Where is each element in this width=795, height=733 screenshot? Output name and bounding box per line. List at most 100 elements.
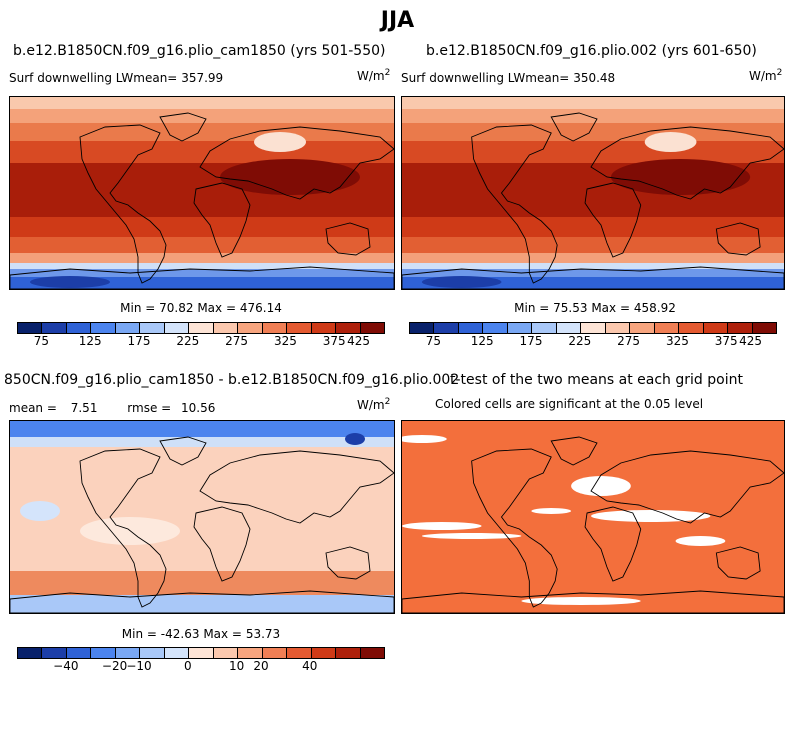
colorbar-tick-label: 225 — [568, 334, 592, 348]
map-plot — [402, 421, 784, 613]
map-coastline — [159, 112, 207, 142]
colorbar-swatch — [434, 323, 459, 333]
map-coastline — [325, 546, 371, 580]
colorbar-tick-label: −10 — [126, 659, 152, 673]
colorbar-tick-label: 0 — [183, 659, 192, 673]
map-band — [402, 237, 784, 253]
map-coastline — [471, 124, 558, 284]
map-band — [10, 109, 394, 123]
panel1-max-value: 476.14 — [239, 301, 282, 315]
panel3-mean-label: mean = — [9, 401, 57, 415]
map-band — [10, 141, 394, 163]
colorbar-tick-label: 325 — [273, 334, 297, 348]
colorbar-swatch — [66, 323, 92, 333]
map-band — [10, 263, 394, 269]
map-band — [402, 253, 784, 263]
panel3-units-exp: 2 — [384, 397, 391, 407]
map-coastline — [199, 126, 394, 200]
colorbar-tick-label: 125 — [470, 334, 494, 348]
colorbar-swatch — [311, 323, 337, 333]
map-warm-pool — [610, 159, 751, 195]
map-band — [402, 141, 784, 163]
map-insignificant-region — [675, 536, 726, 546]
map-band — [10, 421, 394, 437]
map-coastline — [590, 450, 784, 524]
map-band — [402, 109, 784, 123]
panel4-subtitle: Colored cells are significant at the 0.0… — [435, 397, 704, 411]
map-coastline — [10, 266, 394, 289]
colorbar-swatch — [311, 648, 337, 658]
panel1-units: W/m2 — [357, 68, 390, 83]
map-coastline — [584, 506, 642, 582]
colorbar-swatch — [213, 323, 239, 333]
colorbar-swatch — [287, 323, 312, 333]
map-band — [10, 217, 394, 237]
colorbar-swatch — [91, 648, 116, 658]
colorbar-swatch — [238, 648, 263, 658]
colorbar-swatch — [213, 648, 239, 658]
colorbar-tick-label: 425 — [739, 334, 763, 348]
map-plot — [10, 421, 394, 613]
map-coastline — [193, 506, 251, 582]
map-warm-pool — [220, 159, 360, 195]
colorbar-swatch — [532, 323, 557, 333]
colorbar-tick-label: 225 — [176, 334, 200, 348]
panel1-title: b.e12.B1850CN.f09_g16.plio_cam1850 (yrs … — [13, 43, 386, 59]
map-band — [10, 253, 394, 263]
colorbar-swatch — [164, 323, 190, 333]
colorbar-swatch — [483, 323, 508, 333]
panel2-units: W/m2 — [749, 68, 782, 83]
colorbar-swatch — [262, 323, 288, 333]
colorbar-swatch — [189, 648, 214, 658]
panel3-minmax: Min = -42.63 Max = 53.73 — [0, 627, 402, 641]
map-coastline — [79, 124, 167, 284]
map-coastline — [402, 590, 784, 613]
colorbar-swatch — [410, 323, 435, 333]
map-insignificant-region — [421, 533, 522, 539]
panel2-title: b.e12.B1850CN.f09_g16.plio.002 (yrs 601-… — [426, 43, 757, 59]
panel1-units-base: W/m — [357, 69, 385, 83]
colorbar-swatch — [115, 648, 141, 658]
map-cool-spot — [345, 433, 365, 445]
map-insignificant-region — [402, 522, 482, 530]
colorbar-swatch — [752, 323, 777, 333]
panel1-mean-label: mean= — [133, 71, 178, 85]
colorbar-swatch — [556, 323, 582, 333]
panel2-map — [401, 96, 785, 290]
map-band — [10, 595, 394, 613]
map-coastline — [79, 448, 167, 608]
map-coastline — [471, 448, 558, 608]
panel3-colorbar-ticks: −40 −20 −10 0 10 20 40 — [17, 659, 383, 675]
figure-title: JJA — [380, 8, 415, 33]
map-coastline — [325, 222, 371, 256]
colorbar-tick-label: −20 — [101, 659, 128, 673]
map-band — [10, 97, 394, 109]
colorbar-tick-label: 275 — [617, 334, 641, 348]
map-insignificant-region — [591, 510, 711, 522]
colorbar-swatch — [18, 648, 43, 658]
panel1-minmax: Min = 70.82 Max = 476.14 — [0, 301, 402, 315]
map-band — [402, 217, 784, 237]
colorbar-swatch — [91, 323, 116, 333]
map-band — [10, 269, 394, 277]
panel1-units-exp: 2 — [384, 68, 391, 78]
colorbar-swatch — [140, 648, 165, 658]
colorbar-swatch — [360, 323, 385, 333]
map-insignificant-region — [402, 435, 447, 443]
map-cold-antarctic — [30, 276, 110, 288]
map-coastline — [715, 546, 761, 580]
colorbar-tick-label: 375 — [714, 334, 738, 348]
panel2-mean-value: 350.48 — [573, 71, 616, 85]
panel1-variable: Surf downwelling LWmean= 357.99 — [9, 71, 223, 85]
map-insignificant-region — [521, 597, 641, 605]
panel3-max-value: 53.73 — [245, 627, 281, 641]
colorbar-swatch — [360, 648, 385, 658]
colorbar-swatch — [605, 323, 631, 333]
map-coastline — [590, 126, 784, 200]
map-insignificant-region — [571, 476, 631, 496]
map-band — [402, 97, 784, 109]
panel1-map — [9, 96, 395, 290]
colorbar-tick-label: 40 — [302, 659, 318, 673]
panel1-min-value: 70.82 — [159, 301, 194, 315]
panel1-min-label: Min = — [120, 301, 156, 315]
